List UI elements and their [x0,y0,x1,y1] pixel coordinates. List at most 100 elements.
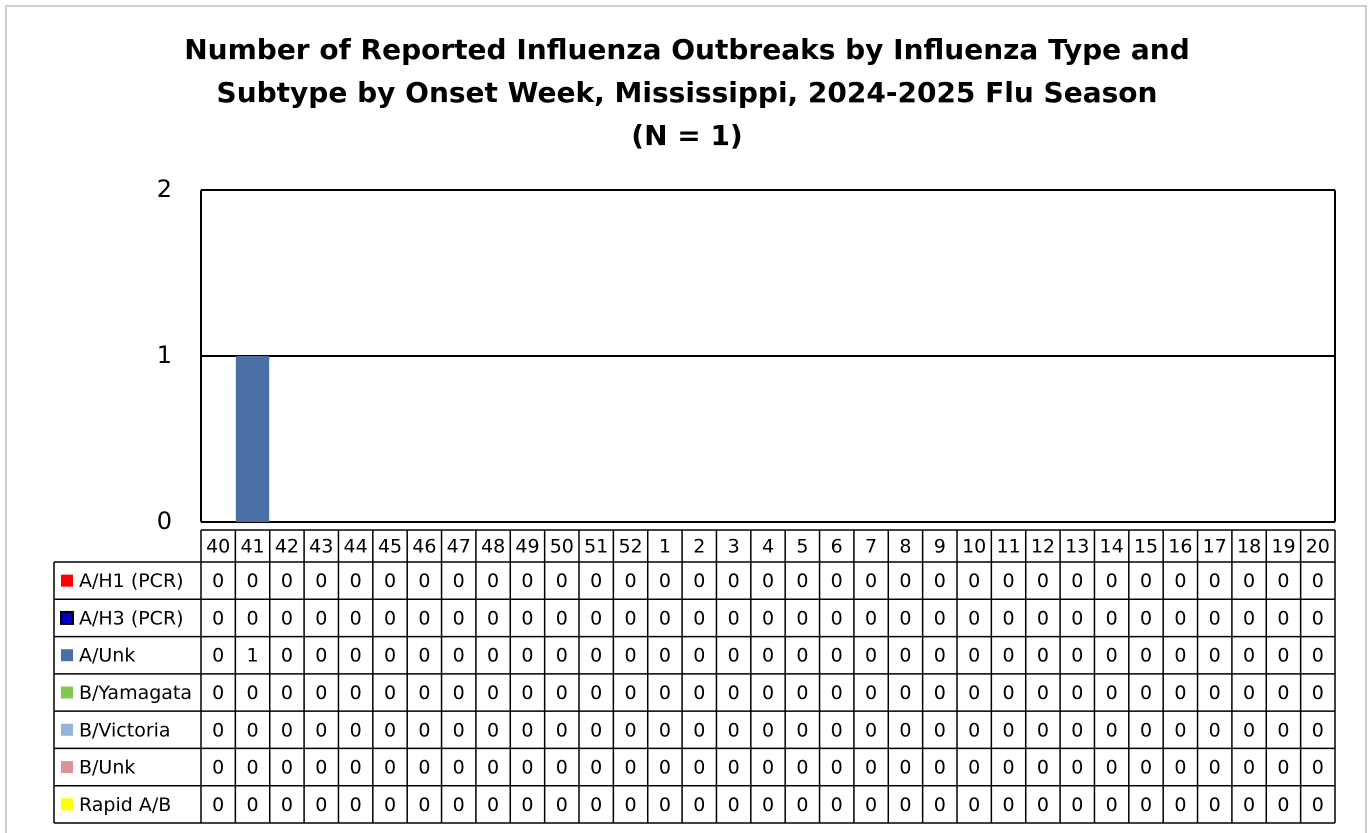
table-value: 0 [865,794,877,816]
x-tick-label: 9 [934,536,946,558]
table-value: 0 [831,645,843,667]
table-value: 0 [418,757,430,779]
table-value: 0 [1243,607,1255,629]
table-value: 0 [1140,682,1152,704]
table-value: 0 [1140,719,1152,741]
y-tick-label: 2 [157,175,172,203]
table-value: 0 [1106,719,1118,741]
table-value: 0 [968,682,980,704]
table-value: 0 [659,682,671,704]
table-value: 0 [453,570,465,592]
y-tick-label: 1 [157,341,172,369]
table-value: 0 [281,570,293,592]
table-value: 0 [1071,607,1083,629]
table-value: 0 [453,607,465,629]
legend-label: B/Unk [79,757,135,779]
table-value: 0 [556,607,568,629]
legend-label: A/Unk [79,645,135,667]
table-value: 0 [934,794,946,816]
table-value: 0 [212,719,224,741]
table-value: 0 [934,757,946,779]
table-value: 0 [1002,757,1014,779]
table-value: 0 [1312,682,1324,704]
table-value: 0 [831,719,843,741]
table-value: 0 [590,794,602,816]
table-value: 0 [693,645,705,667]
table-value: 0 [693,794,705,816]
table-value: 0 [1243,719,1255,741]
table-value: 0 [315,570,327,592]
table-value: 0 [624,570,636,592]
table-value: 0 [1277,607,1289,629]
x-tick-label: 8 [899,536,911,558]
table-value: 0 [590,607,602,629]
table-value: 0 [1037,794,1049,816]
table-value: 0 [418,682,430,704]
table-value: 0 [590,645,602,667]
table-value: 0 [350,570,362,592]
table-value: 0 [315,719,327,741]
table-value: 0 [762,607,774,629]
table-value: 0 [1277,757,1289,779]
table-value: 0 [1243,570,1255,592]
table-value: 0 [350,645,362,667]
table-value: 0 [418,719,430,741]
table-value: 0 [831,682,843,704]
table-value: 0 [1277,794,1289,816]
table-value: 0 [728,719,740,741]
table-value: 0 [281,794,293,816]
table-value: 0 [521,607,533,629]
table-value: 0 [487,645,499,667]
x-tick-label: 18 [1237,536,1261,558]
table-value: 0 [1174,570,1186,592]
table-value: 0 [1174,607,1186,629]
table-value: 0 [521,570,533,592]
legend-swatch [61,574,73,587]
table-value: 0 [1243,794,1255,816]
table-value: 0 [315,682,327,704]
table-value: 0 [315,757,327,779]
x-tick-label: 43 [309,536,333,558]
table-value: 0 [556,570,568,592]
table-value: 0 [1071,645,1083,667]
table-value: 0 [1277,570,1289,592]
x-tick-label: 48 [481,536,505,558]
bar [235,356,270,522]
table-value: 0 [556,757,568,779]
table-value: 0 [315,607,327,629]
table-value: 0 [521,645,533,667]
table-value: 0 [212,794,224,816]
table-value: 0 [590,570,602,592]
table-value: 0 [968,607,980,629]
table-value: 0 [350,794,362,816]
table-value: 0 [728,645,740,667]
table-value: 0 [350,719,362,741]
table-value: 0 [728,794,740,816]
x-tick-label: 46 [412,536,436,558]
table-value: 0 [1106,682,1118,704]
table-value: 0 [796,570,808,592]
table-value: 0 [212,645,224,667]
table-value: 0 [246,682,258,704]
table-value: 0 [384,794,396,816]
table-value: 0 [590,757,602,779]
table-value: 0 [1209,794,1221,816]
table-value: 0 [418,607,430,629]
legend-swatch [61,686,73,699]
table-value: 0 [1037,682,1049,704]
x-tick-label: 15 [1134,536,1158,558]
x-tick-label: 40 [206,536,230,558]
table-value: 0 [728,757,740,779]
table-value: 0 [1140,757,1152,779]
table-value: 0 [1243,757,1255,779]
table-value: 0 [762,645,774,667]
table-value: 0 [384,682,396,704]
table-value: 0 [453,645,465,667]
table-value: 0 [1106,757,1118,779]
table-value: 0 [1174,757,1186,779]
x-tick-label: 49 [515,536,539,558]
x-tick-label: 52 [618,536,642,558]
chart-title: Subtype by Onset Week, Mississippi, 2024… [217,76,1158,109]
table-value: 0 [453,794,465,816]
